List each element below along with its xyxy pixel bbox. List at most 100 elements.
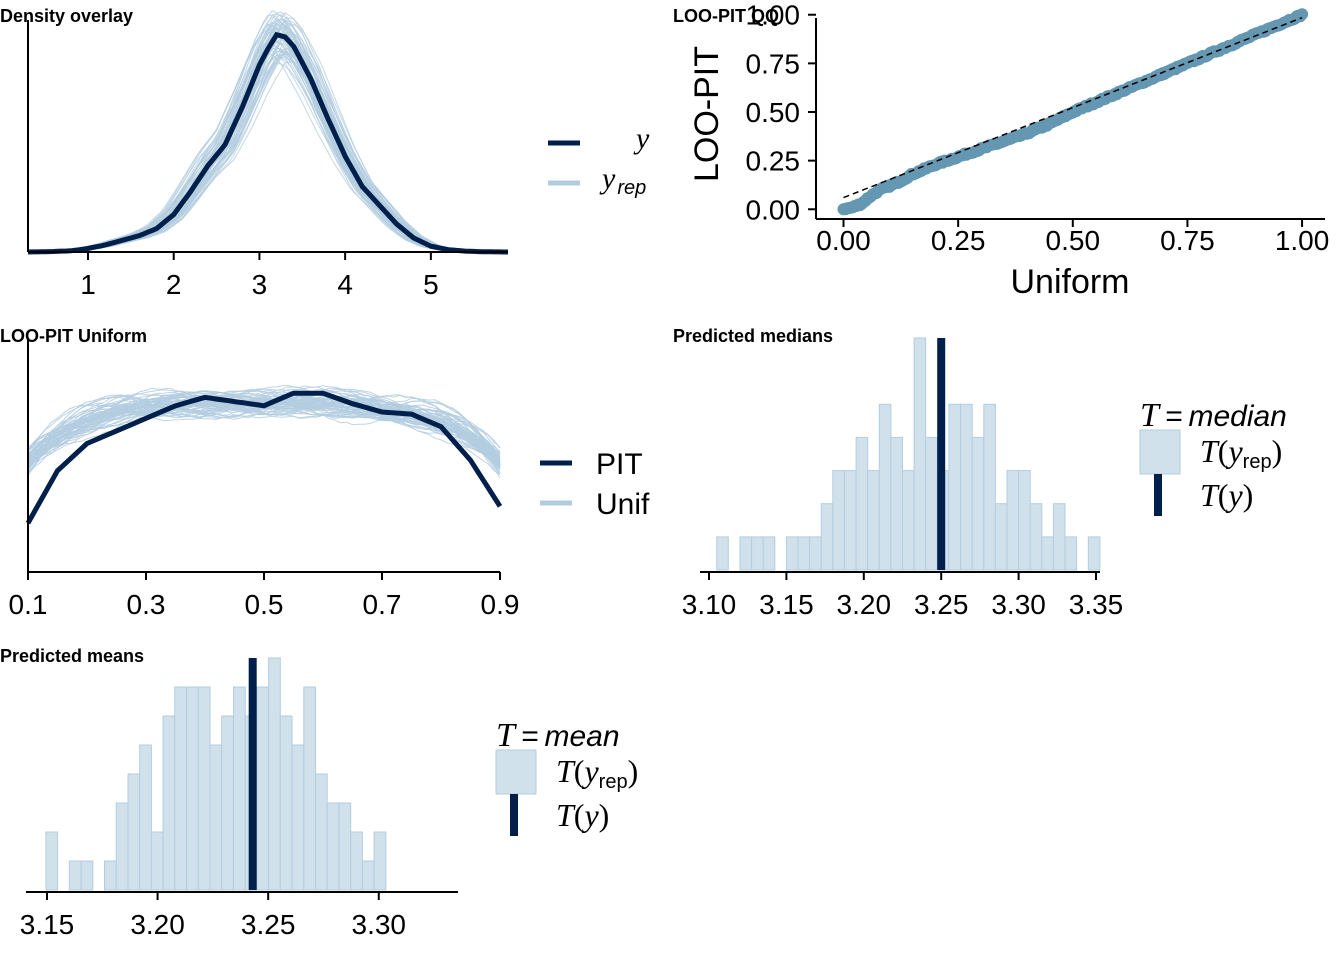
density-x-tick-label: 3 [252, 269, 268, 300]
medians-legend-rep-key [1139, 429, 1181, 475]
medians-bar [1064, 536, 1078, 571]
medians-bar [797, 536, 811, 571]
means-x-tick-label: 3.15 [20, 909, 75, 940]
means-bar [268, 657, 281, 891]
density-yrep-draw [27, 22, 508, 253]
means-bar [326, 802, 340, 891]
medians-bar [994, 503, 1008, 571]
legend-yrep-main: y [599, 162, 616, 195]
means-legend-rep-sub: rep [599, 771, 628, 793]
density-yrep-draw [28, 27, 509, 253]
medians-bar [902, 470, 915, 571]
medians-x-tick-label: 3.30 [991, 589, 1046, 620]
means-legend-title: T = mean [496, 717, 620, 754]
means-bar [150, 831, 164, 891]
means-x-tick-label: 3.30 [352, 909, 407, 940]
density-yrep-draw [28, 48, 508, 253]
means-bar [68, 860, 82, 891]
means-bar [162, 715, 176, 891]
qq-x-tick-label: 1.00 [1275, 225, 1330, 256]
density-x-tick-label: 1 [80, 269, 96, 300]
medians-bar [971, 436, 985, 571]
unif-x-tick-label: 0.9 [481, 589, 520, 620]
medians-legend: T = median T(yrep) T(y) [1139, 397, 1287, 516]
density-y-curve [27, 31, 508, 255]
medians-bar [913, 337, 927, 571]
unif-draw [27, 390, 501, 467]
means-bar [115, 802, 129, 891]
medians-bar [983, 403, 996, 571]
density-yrep-draw [28, 52, 508, 253]
means-bar [139, 744, 152, 891]
means-legend-obs-T: T [556, 797, 576, 833]
density-yrep-draw [27, 48, 508, 253]
unif-draw [27, 398, 501, 462]
medians-bar [785, 536, 799, 571]
medians-legend-obs-label: T(y) [1200, 477, 1253, 513]
means-bar [221, 715, 234, 891]
qq-y-tick-label: 1.00 [746, 0, 801, 31]
density-yrep-draw [28, 61, 508, 253]
density-yrep-draw [28, 24, 508, 253]
unif-title: LOO-PIT Uniform [0, 326, 147, 346]
medians-bar [867, 470, 880, 571]
means-bar [291, 744, 305, 891]
unif-x-tick-label: 0.7 [363, 589, 402, 620]
medians-x-tick-label: 3.15 [759, 589, 814, 620]
medians-bar [716, 536, 729, 571]
means-bar [338, 802, 352, 891]
means-bar [80, 860, 94, 891]
medians-legend-rep-T: T [1200, 433, 1220, 469]
density-yrep-draw [28, 56, 508, 253]
predicted-means-panel: Predicted means 3.15 3.20 3.25 3.30 T = mean … [0, 646, 638, 940]
density-x-tick-label: 5 [423, 269, 439, 300]
means-bar [197, 686, 211, 891]
qq-x-tick-label: 0.25 [931, 225, 986, 256]
medians-bar [1041, 536, 1054, 571]
medians-bar [1006, 470, 1020, 571]
density-x-tick-label: 4 [337, 269, 353, 300]
qq-reference-line [843, 16, 1303, 199]
means-legend-rep-T: T [556, 753, 576, 789]
density-x-ticks: 1 2 3 4 5 [80, 252, 439, 300]
medians-bar [1029, 503, 1043, 571]
unif-x-ticks: 0.1 0.3 0.5 0.7 0.9 [9, 572, 520, 620]
medians-legend-obs-close: ) [1243, 477, 1254, 513]
qq-x-tick-label: 0.00 [816, 225, 871, 256]
means-bar [315, 773, 328, 891]
qq-x-tick-label: 0.50 [1046, 225, 1101, 256]
means-legend-obs-label: T(y) [556, 797, 609, 833]
loo-pit-qq-panel: LOO-PIT QQ 0.00 0.25 0.50 0.75 1.00 0.00 0.25… [673, 0, 1329, 301]
means-bar [303, 686, 316, 891]
unif-draw [27, 389, 501, 476]
qq-point [1296, 8, 1309, 21]
means-bar [186, 686, 199, 891]
pit-curve [25, 390, 503, 525]
medians-bar [820, 503, 834, 571]
medians-bar [762, 536, 776, 571]
medians-x-tick-label: 3.20 [837, 589, 892, 620]
unif-draws [27, 384, 501, 479]
density-yrep-draw [27, 23, 508, 253]
means-bar [127, 773, 141, 891]
predicted-medians-panel: Predicted medians 3.10 3.15 3.20 3.25 3.30 3.… [673, 326, 1287, 620]
means-bar [45, 831, 59, 891]
means-legend-obs-open: ( [574, 797, 585, 833]
means-bar [256, 686, 270, 891]
medians-bar [1087, 536, 1101, 571]
medians-x-tick-label: 3.35 [1069, 589, 1124, 620]
means-legend: T = mean T(yrep) T(y) [495, 717, 638, 836]
qq-x-label: Uniform [1010, 263, 1129, 301]
legend-yrep-label: y rep [599, 162, 646, 199]
medians-legend-rep-y: y [1225, 433, 1243, 469]
unif-draw [27, 390, 501, 466]
unif-x-tick-label: 0.3 [127, 589, 166, 620]
density-yrep-draw [27, 35, 508, 253]
medians-legend-rep-label: T(yrep) [1200, 433, 1282, 473]
means-legend-obs-y: y [581, 797, 599, 833]
medians-bar [751, 536, 764, 571]
medians-x-tick-label: 3.10 [682, 589, 737, 620]
means-legend-eq: = [521, 720, 539, 753]
medians-legend-obs-open: ( [1218, 477, 1229, 513]
